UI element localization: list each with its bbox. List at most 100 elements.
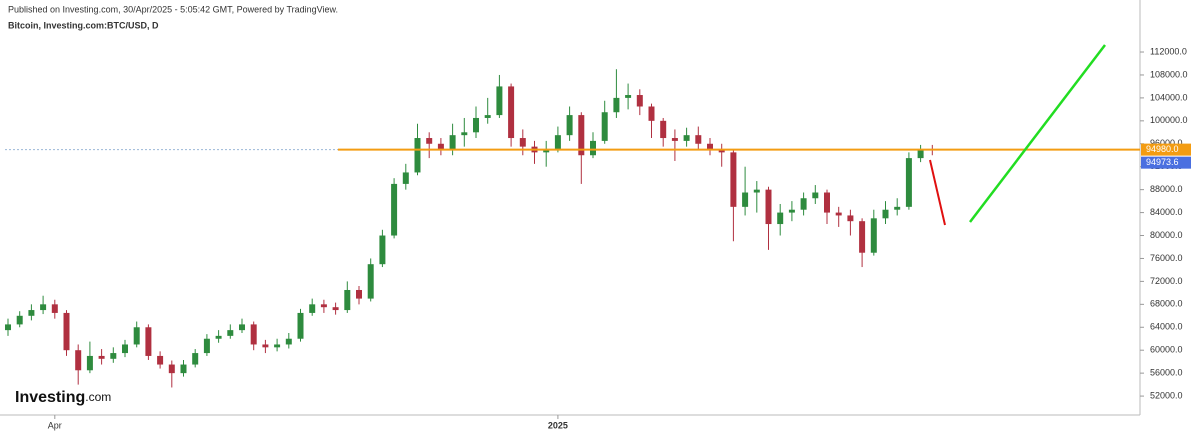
y-tick-label: 96000.0 bbox=[1150, 138, 1183, 148]
y-tick-label: 112000.0 bbox=[1150, 46, 1187, 56]
candle-body bbox=[437, 143, 444, 150]
candle-body bbox=[461, 132, 468, 136]
price-label-box bbox=[1141, 143, 1191, 156]
candle-body bbox=[543, 149, 550, 153]
candle-body bbox=[63, 312, 70, 351]
candle-body bbox=[262, 344, 269, 348]
x-tick-label: Apr bbox=[48, 420, 62, 430]
candle-body bbox=[16, 315, 23, 325]
candle-body bbox=[51, 304, 58, 313]
logo-suffix: .com bbox=[85, 390, 111, 404]
y-tick-label: 72000.0 bbox=[1150, 276, 1183, 286]
candle-body bbox=[660, 120, 667, 139]
candle-body bbox=[484, 115, 491, 118]
candle-body bbox=[5, 324, 11, 331]
candle-body bbox=[566, 115, 573, 136]
candle-body bbox=[168, 364, 175, 374]
candle-body bbox=[309, 304, 316, 313]
candle-body bbox=[905, 158, 912, 207]
candle-body bbox=[695, 135, 702, 144]
candle-body bbox=[707, 143, 713, 150]
candle-body bbox=[449, 135, 456, 150]
candle-body bbox=[203, 338, 210, 354]
candle-body bbox=[788, 209, 795, 213]
candle-body bbox=[625, 95, 632, 98]
candle-body bbox=[192, 353, 199, 365]
candle-body bbox=[671, 138, 678, 141]
candle-body bbox=[157, 355, 164, 365]
candle-body bbox=[227, 330, 234, 336]
candle-body bbox=[133, 327, 140, 345]
candle-body bbox=[40, 304, 47, 311]
symbol-title: Bitcoin, Investing.com:BTC/USD, D bbox=[8, 20, 159, 30]
candle-body bbox=[332, 307, 339, 311]
candle-body bbox=[730, 152, 737, 207]
candle-body bbox=[870, 218, 877, 253]
candle-body bbox=[145, 327, 152, 356]
candle-body bbox=[402, 172, 409, 184]
published-note: Published on Investing.com, 30/Apr/2025 … bbox=[8, 4, 338, 14]
candle-body bbox=[215, 335, 222, 339]
candle-body bbox=[917, 149, 924, 159]
logo-name: Investing bbox=[15, 389, 85, 406]
candle-body bbox=[356, 289, 362, 299]
drawn-up-line bbox=[969, 44, 1106, 223]
candle-body bbox=[285, 338, 292, 345]
candle-body bbox=[578, 115, 585, 156]
candle-body bbox=[753, 189, 760, 193]
candle-body bbox=[98, 355, 105, 359]
y-tick-label: 104000.0 bbox=[1150, 92, 1188, 102]
x-tick-label: 2025 bbox=[548, 420, 568, 430]
y-tick-label: 56000.0 bbox=[1150, 368, 1183, 378]
candle-body bbox=[391, 183, 398, 236]
candle-body bbox=[812, 192, 819, 199]
logo: Investing.com bbox=[15, 389, 111, 406]
candle-body bbox=[601, 112, 608, 141]
candle-body bbox=[379, 235, 386, 265]
candle-body bbox=[508, 86, 515, 139]
candle-body bbox=[648, 106, 655, 121]
candle-body bbox=[297, 312, 304, 339]
candle-body bbox=[590, 140, 596, 156]
candle-body bbox=[613, 97, 620, 113]
candle-body bbox=[742, 192, 749, 207]
candle-body bbox=[824, 192, 830, 213]
y-tick-label: 68000.0 bbox=[1150, 299, 1183, 309]
y-tick-label: 80000.0 bbox=[1150, 230, 1183, 240]
candle-body bbox=[320, 304, 327, 308]
candle-body bbox=[882, 209, 889, 219]
candle-body bbox=[519, 138, 526, 147]
y-tick-label: 100000.0 bbox=[1150, 115, 1188, 125]
y-tick-label: 60000.0 bbox=[1150, 345, 1183, 355]
candle-body bbox=[86, 355, 93, 371]
candle-body bbox=[473, 117, 479, 133]
candle-body bbox=[835, 212, 842, 216]
candle-body bbox=[239, 324, 245, 331]
last-price-box bbox=[1141, 156, 1191, 169]
candle-body bbox=[683, 135, 690, 141]
candle-body bbox=[894, 206, 901, 210]
price-label: 94980.0 bbox=[1146, 144, 1179, 154]
candle-body bbox=[636, 95, 643, 107]
y-tick-label: 84000.0 bbox=[1150, 207, 1183, 217]
candle-body bbox=[426, 138, 433, 144]
candle-body bbox=[859, 221, 866, 253]
candle-body bbox=[800, 198, 807, 210]
y-tick-label: 88000.0 bbox=[1150, 184, 1183, 194]
candle-body bbox=[250, 324, 257, 345]
drawn-down-line bbox=[929, 159, 946, 226]
y-tick-label: 76000.0 bbox=[1150, 253, 1183, 263]
candle-body bbox=[554, 135, 561, 150]
candle-body bbox=[122, 344, 128, 354]
candle-body bbox=[765, 189, 772, 225]
candle-body bbox=[847, 215, 854, 222]
candle-body bbox=[344, 289, 351, 311]
y-tick-label: 52000.0 bbox=[1150, 390, 1183, 400]
candle-body bbox=[367, 264, 374, 299]
candle-body bbox=[777, 212, 784, 225]
y-tick-label: 64000.0 bbox=[1150, 322, 1183, 332]
candle-body bbox=[274, 344, 281, 348]
y-tick-label: 108000.0 bbox=[1150, 69, 1188, 79]
